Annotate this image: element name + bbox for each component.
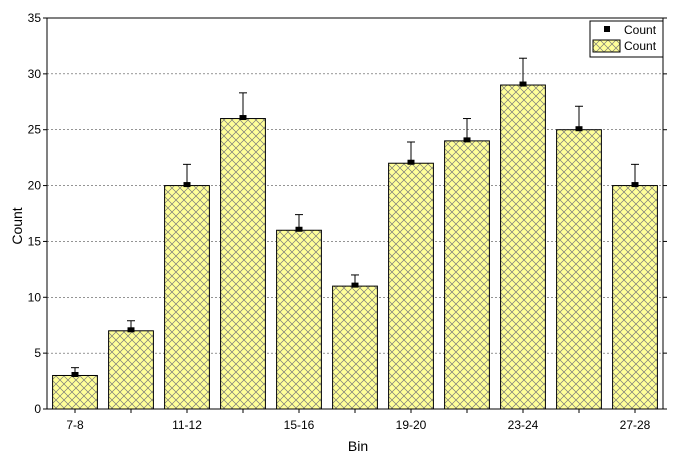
legend-marker-icon <box>604 26 610 32</box>
marker-7-8 <box>71 371 79 377</box>
x-tick-label: 23-24 <box>508 418 539 432</box>
x-tick-label: 7-8 <box>66 418 84 432</box>
marker-13-14 <box>239 115 247 121</box>
y-tick-label: 30 <box>28 67 42 81</box>
marker-23-24 <box>519 81 527 87</box>
bar-15-16 <box>276 229 322 410</box>
bar-23-24 <box>500 84 546 410</box>
bar-19-20 <box>388 162 434 410</box>
y-tick-label: 35 <box>28 11 42 25</box>
bar-13-14 <box>220 118 266 410</box>
legend-entry-bar-label: Count <box>624 39 657 53</box>
x-axis-ticks: 7-8 11-12 15-16 19-20 23-24 27-28 <box>66 409 651 432</box>
y-axis-ticks: 0 5 10 15 20 25 30 35 <box>28 11 667 416</box>
y-axis-title: Count <box>9 207 25 244</box>
bars <box>52 84 658 410</box>
x-axis-title: Bin <box>348 438 368 454</box>
legend-entry-marker-label: Count <box>624 23 657 37</box>
y-tick-label: 5 <box>34 346 41 360</box>
y-tick-label: 25 <box>28 123 42 137</box>
bar-25-26 <box>556 129 602 410</box>
marker-19-20 <box>407 159 415 165</box>
marker-25-26 <box>575 126 583 132</box>
x-tick-label: 19-20 <box>396 418 427 432</box>
x-tick-label: 27-28 <box>620 418 651 432</box>
x-tick-label: 11-12 <box>172 418 202 432</box>
error-bars <box>71 57 639 377</box>
y-tick-label: 0 <box>34 402 41 416</box>
bar-27-28 <box>612 185 658 410</box>
y-tick-label: 20 <box>28 179 42 193</box>
bar-7-8 <box>52 374 98 410</box>
bar-21-22 <box>444 140 490 410</box>
bar-11-12 <box>164 185 210 410</box>
marker-21-22 <box>463 137 471 143</box>
bar-17-18 <box>332 285 378 410</box>
marker-9-10 <box>127 327 135 333</box>
marker-15-16 <box>295 226 303 232</box>
marker-11-12 <box>183 182 191 188</box>
legend: Count Count <box>589 20 664 58</box>
bar-9-10 <box>108 330 154 410</box>
y-tick-label: 10 <box>28 290 42 304</box>
marker-17-18 <box>351 282 359 288</box>
marker-27-28 <box>631 182 639 188</box>
x-tick-label: 15-16 <box>284 418 315 432</box>
y-tick-label: 15 <box>28 234 42 248</box>
legend-hatched-bar-icon <box>592 39 621 53</box>
